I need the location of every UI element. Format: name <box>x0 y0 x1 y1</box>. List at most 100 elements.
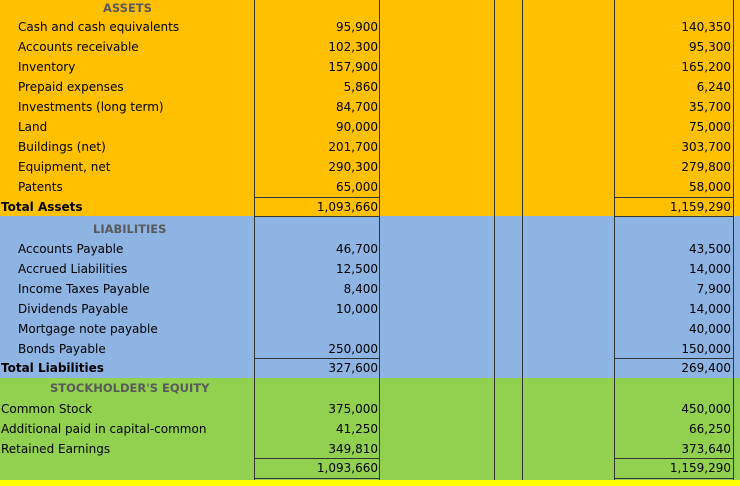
table-row[interactable]: Mortgage note payable 40,000 <box>0 319 740 339</box>
equity-band <box>0 378 740 480</box>
table-row[interactable]: Equipment, net 290,300 279,800 <box>0 157 740 177</box>
row-label: Accounts receivable <box>18 40 139 54</box>
value-year-2[interactable]: 165,200 <box>681 60 731 74</box>
liabilities-heading-row: LIABILITIES <box>0 219 740 239</box>
value-year-1[interactable]: 95,900 <box>336 20 378 34</box>
total-underline <box>615 216 733 217</box>
row-label: Inventory <box>18 60 76 74</box>
table-row[interactable]: Dividends Payable 10,000 14,000 <box>0 299 740 319</box>
value-year-1[interactable]: 10,000 <box>336 302 378 316</box>
value-year-2[interactable]: 6,240 <box>696 80 731 94</box>
subtotal-underline <box>615 458 733 459</box>
table-row[interactable]: Additional paid in capital-common 41,250… <box>0 419 740 439</box>
value-year-2[interactable]: 35,700 <box>689 100 731 114</box>
value-year-1[interactable]: 90,000 <box>336 120 378 134</box>
row-label: Income Taxes Payable <box>18 282 150 296</box>
value-year-2[interactable]: 450,000 <box>681 402 731 416</box>
value-year-2[interactable]: 373,640 <box>681 442 731 456</box>
value-year-1[interactable]: 5,860 <box>343 80 378 94</box>
row-label: Investments (long term) <box>18 100 164 114</box>
table-row[interactable]: Accounts Payable 46,700 43,500 <box>0 239 740 259</box>
total-liabilities-year-2[interactable]: 269,400 <box>681 361 731 375</box>
value-year-2[interactable]: 58,000 <box>689 180 731 194</box>
row-label: Dividends Payable <box>18 302 129 316</box>
table-row[interactable]: Accrued Liabilities 12,500 14,000 <box>0 259 740 279</box>
row-label: Land <box>18 120 48 134</box>
assets-heading: ASSETS <box>103 1 152 15</box>
value-year-2[interactable]: 150,000 <box>681 342 731 356</box>
value-year-1[interactable]: 290,300 <box>328 160 378 174</box>
value-year-1[interactable]: 65,000 <box>336 180 378 194</box>
subtotal-underline <box>615 197 733 198</box>
value-year-1[interactable]: 375,000 <box>328 402 378 416</box>
table-row[interactable]: Accounts receivable 102,300 95,300 <box>0 37 740 57</box>
value-year-1[interactable]: 201,700 <box>328 140 378 154</box>
value-year-1[interactable]: 157,900 <box>328 60 378 74</box>
table-row[interactable]: Cash and cash equivalents 95,900 140,350 <box>0 17 740 37</box>
table-row[interactable]: Patents 65,000 58,000 <box>0 177 740 197</box>
liabilities-heading: LIABILITIES <box>93 222 167 236</box>
liabilities-band <box>0 216 740 378</box>
subtotal-underline <box>255 197 379 198</box>
value-year-1[interactable]: 46,700 <box>336 242 378 256</box>
total-liabilities-label: Total Liabilities <box>1 361 104 375</box>
total-row[interactable]: Total Assets 1,093,660 1,159,290 <box>0 197 740 217</box>
column-divider <box>733 0 734 480</box>
value-year-2[interactable]: 66,250 <box>689 422 731 436</box>
table-row[interactable]: Buildings (net) 201,700 303,700 <box>0 137 740 157</box>
value-year-2[interactable]: 14,000 <box>689 302 731 316</box>
column-divider <box>494 0 495 480</box>
value-year-1[interactable]: 8,400 <box>343 282 378 296</box>
equity-heading-row: STOCKHOLDER'S EQUITY <box>0 378 740 398</box>
value-year-1[interactable]: 102,300 <box>328 40 378 54</box>
column-divider <box>522 0 523 480</box>
total-row[interactable]: Total Liabilities 327,600 269,400 <box>0 358 740 378</box>
subtotal-underline <box>255 358 379 359</box>
total-liabilities-equity-year-1[interactable]: 1,093,660 <box>316 461 378 475</box>
value-year-1[interactable]: 349,810 <box>328 442 378 456</box>
assets-band <box>0 0 740 216</box>
value-year-2[interactable]: 140,350 <box>681 20 731 34</box>
value-year-2[interactable]: 14,000 <box>689 262 731 276</box>
total-assets-label: Total Assets <box>1 200 83 214</box>
column-divider <box>254 0 255 480</box>
value-year-2[interactable]: 43,500 <box>689 242 731 256</box>
row-label: Retained Earnings <box>1 442 111 456</box>
bottom-yellow-strip <box>0 480 740 486</box>
value-year-2[interactable]: 75,000 <box>689 120 731 134</box>
row-label: Additional paid in capital-common <box>1 422 207 436</box>
table-row[interactable]: Common Stock 375,000 450,000 <box>0 399 740 419</box>
row-label: Buildings (net) <box>18 140 106 154</box>
value-year-2[interactable]: 7,900 <box>696 282 731 296</box>
total-assets-year-2[interactable]: 1,159,290 <box>669 200 731 214</box>
total-underline <box>255 216 379 217</box>
equity-heading: STOCKHOLDER'S EQUITY <box>50 381 210 395</box>
table-row[interactable]: Inventory 157,900 165,200 <box>0 57 740 77</box>
column-divider <box>614 0 615 480</box>
value-year-1[interactable] <box>256 319 380 339</box>
total-assets-year-1[interactable]: 1,093,660 <box>316 200 378 214</box>
row-label: Patents <box>18 180 63 194</box>
table-row[interactable]: Retained Earnings 349,810 373,640 <box>0 439 740 459</box>
value-year-1[interactable]: 250,000 <box>328 342 378 356</box>
row-label: Accounts Payable <box>18 242 124 256</box>
total-liabilities-year-1[interactable]: 327,600 <box>328 361 378 375</box>
value-year-1[interactable]: 84,700 <box>336 100 378 114</box>
total-row[interactable]: 1,093,660 1,159,290 <box>0 458 740 478</box>
value-year-1[interactable]: 41,250 <box>336 422 378 436</box>
table-row[interactable]: Land 90,000 75,000 <box>0 117 740 137</box>
assets-heading-row: ASSETS <box>0 0 740 18</box>
total-liabilities-equity-year-2[interactable]: 1,159,290 <box>669 461 731 475</box>
value-year-2[interactable]: 279,800 <box>681 160 731 174</box>
row-label: Equipment, net <box>18 160 111 174</box>
table-row[interactable]: Prepaid expenses 5,860 6,240 <box>0 77 740 97</box>
value-year-1[interactable]: 12,500 <box>336 262 378 276</box>
row-label: Cash and cash equivalents <box>18 20 180 34</box>
row-label: Common Stock <box>1 402 93 416</box>
table-row[interactable]: Income Taxes Payable 8,400 7,900 <box>0 279 740 299</box>
table-row[interactable]: Bonds Payable 250,000 150,000 <box>0 339 740 359</box>
table-row[interactable]: Investments (long term) 84,700 35,700 <box>0 97 740 117</box>
value-year-2[interactable]: 40,000 <box>689 322 731 336</box>
value-year-2[interactable]: 303,700 <box>681 140 731 154</box>
value-year-2[interactable]: 95,300 <box>689 40 731 54</box>
